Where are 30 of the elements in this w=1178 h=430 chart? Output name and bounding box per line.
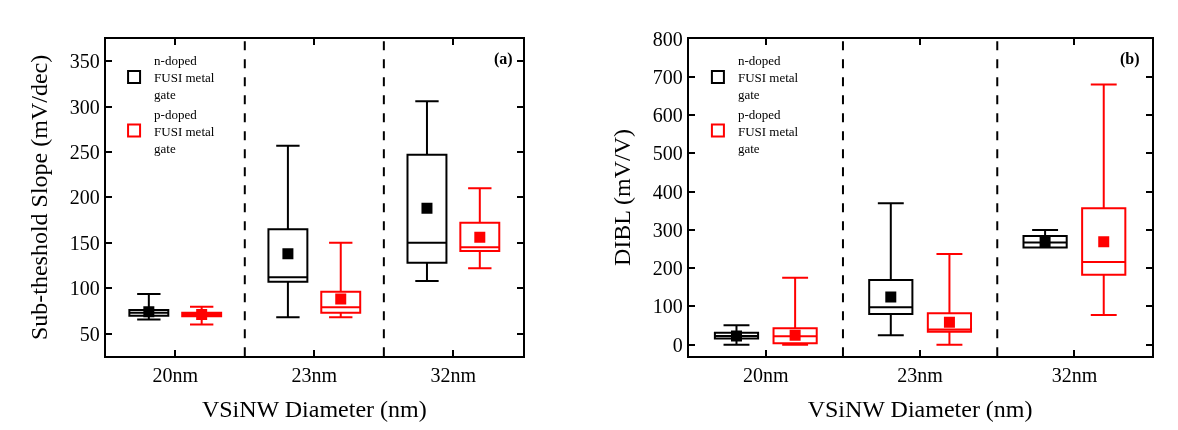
y-tick-label: 300 xyxy=(652,218,683,241)
y-tick-label: 200 xyxy=(652,257,683,280)
y-tick-label: 50 xyxy=(79,322,100,345)
annotation: (b) xyxy=(1120,50,1140,68)
y-tick-label: 200 xyxy=(69,186,100,209)
x-axis-title: VSiNW Diameter (nm) xyxy=(807,396,1033,422)
y-tick-label: 0 xyxy=(672,333,683,356)
y-tick-label: 500 xyxy=(652,142,683,165)
x-tick-label: 20nm xyxy=(743,364,790,387)
y-tick-label: 250 xyxy=(69,141,100,164)
y-axis-title: Sub-theshold Slope (mV/dec) xyxy=(26,54,53,341)
y-tick-label: 350 xyxy=(69,50,100,73)
x-axis-title: VSiNW Diameter (nm) xyxy=(201,396,427,422)
x-tick-label: 23nm xyxy=(897,364,944,387)
y-tick-label: 300 xyxy=(69,95,100,118)
x-tick-label: 23nm xyxy=(291,364,338,387)
x-tick-label: 20nm xyxy=(152,364,199,387)
y-tick-label: 800 xyxy=(652,27,683,50)
x-tick-label: 32nm xyxy=(1051,364,1098,387)
y-tick-label: 150 xyxy=(69,231,100,254)
x-tick-label: 32nm xyxy=(430,364,477,387)
y-tick-label: 400 xyxy=(652,180,683,203)
annotation: (a) xyxy=(494,50,513,68)
legend-label: p-doped FUSI metal gate xyxy=(737,106,799,156)
legend-label: p-doped FUSI metal gate xyxy=(154,106,215,156)
y-axis-title: DIBL (mV/V) xyxy=(609,128,636,266)
y-tick-label: 700 xyxy=(652,65,683,88)
y-tick-label: 100 xyxy=(69,277,100,300)
y-tick-label: 600 xyxy=(652,104,683,127)
y-tick-label: 100 xyxy=(652,295,683,318)
